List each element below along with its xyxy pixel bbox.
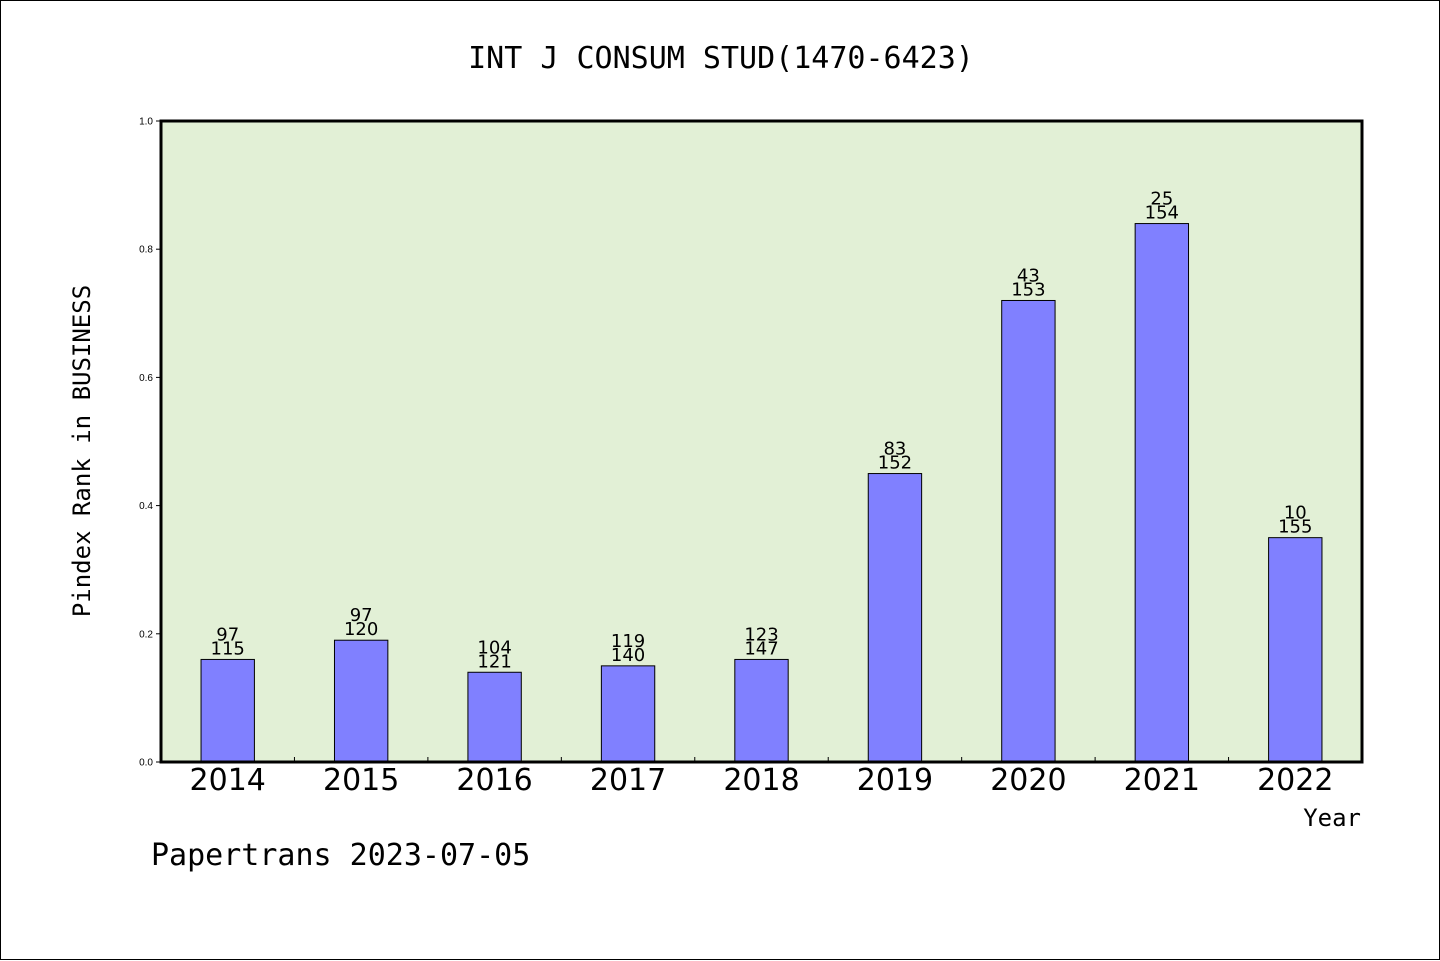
- bar-total-label: 115: [211, 638, 245, 659]
- y-tick-label: 1.0: [139, 117, 153, 128]
- bar-2020: [1001, 299, 1056, 763]
- bar-rank-label: 97: [350, 605, 373, 626]
- bar-total-label: 120: [344, 619, 378, 640]
- bar-2015: [333, 639, 389, 763]
- bar-total-label: 121: [477, 651, 511, 672]
- y-tick-label: 0.0: [139, 758, 153, 769]
- bar-rank-label: 119: [611, 631, 645, 652]
- bar-total-label: 153: [1011, 279, 1045, 300]
- bar-rank-label: 25: [1150, 189, 1173, 210]
- bar-total-label: 152: [878, 453, 912, 474]
- x-tick-label: 2018: [723, 763, 799, 798]
- bars: [200, 223, 1323, 763]
- chart-title: INT J CONSUM STUD(1470-6423): [468, 41, 974, 76]
- bar-rank-label: 83: [883, 439, 906, 460]
- y-tick-label: 0.4: [139, 501, 153, 512]
- y-axis-ticks: 0.0 0.2 0.4 0.6 0.8 1.0: [139, 117, 161, 769]
- bar-total-label: 154: [1145, 203, 1179, 224]
- x-tick-label: 2020: [990, 763, 1066, 798]
- bar-2016: [467, 671, 522, 763]
- bar-2022: [1268, 537, 1323, 763]
- bar-rank-label: 104: [477, 637, 511, 658]
- bar-2014: [200, 658, 255, 763]
- x-tick-label: 2016: [456, 763, 532, 798]
- bar-total-label: 147: [744, 638, 778, 659]
- x-tick-label: 2019: [857, 763, 933, 798]
- bar-rank-label: 10: [1284, 503, 1307, 524]
- x-tick-label: 2022: [1257, 763, 1333, 798]
- y-tick-label: 0.2: [139, 629, 153, 640]
- bar-total-label: 155: [1278, 517, 1312, 538]
- x-tick-label: 2021: [1124, 763, 1200, 798]
- bar-2017: [600, 665, 656, 763]
- footer-credit: Papertrans 2023-07-05: [151, 838, 530, 873]
- x-axis-ticks: 2014 2015 2016 2017 2018 2019 2020 2021 2022: [190, 757, 1333, 798]
- bar-total-label: 140: [611, 645, 645, 666]
- bar-rank-label: 43: [1017, 265, 1040, 286]
- y-tick-label: 0.8: [139, 245, 153, 256]
- x-tick-label: 2015: [323, 763, 399, 798]
- x-axis-label: Year: [1303, 804, 1361, 832]
- y-axis-label: Pindex Rank in BUSINESS: [68, 285, 96, 617]
- bar-2019: [867, 473, 923, 763]
- bar-rank-label: 123: [744, 624, 778, 645]
- bar-rank-label: 97: [216, 624, 239, 645]
- bar-2018: [734, 658, 789, 763]
- x-tick-label: 2017: [590, 763, 666, 798]
- y-tick-label: 0.6: [139, 373, 153, 384]
- x-tick-label: 2014: [190, 763, 266, 798]
- plot-border: [159, 119, 1364, 764]
- bar-2021: [1134, 223, 1190, 763]
